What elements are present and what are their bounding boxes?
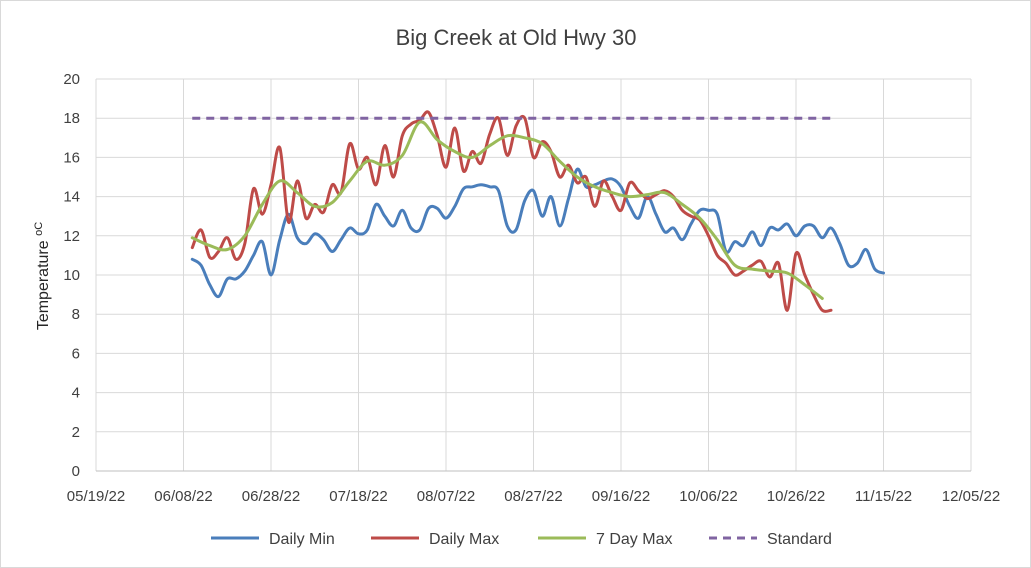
- legend-label-7-day-max: 7 Day Max: [596, 531, 672, 548]
- y-tick-label: 4: [72, 385, 80, 402]
- series-lines: [190, 110, 885, 313]
- legend-label-daily-max: Daily Max: [429, 531, 499, 548]
- gridlines: [95, 78, 972, 472]
- y-axis-label-text: Temperature: [35, 240, 52, 330]
- x-tick-label: 10/26/22: [767, 488, 825, 505]
- x-tick-label: 06/08/22: [154, 488, 212, 505]
- x-tick-label: 08/27/22: [504, 488, 562, 505]
- y-axis-unit: oC: [33, 222, 45, 236]
- chart-title: Big Creek at Old Hwy 30: [396, 25, 637, 50]
- x-tick-label: 07/18/22: [329, 488, 387, 505]
- y-tick-label: 20: [63, 71, 80, 88]
- y-tick-label: 8: [72, 306, 80, 323]
- series-line-daily-max: [190, 110, 833, 313]
- legend-label-daily-min: Daily Min: [269, 531, 335, 548]
- x-tick-label: 05/19/22: [67, 488, 125, 505]
- y-tick-label: 12: [63, 228, 80, 245]
- y-tick-label: 2: [72, 424, 80, 441]
- x-tick-label: 09/16/22: [592, 488, 650, 505]
- x-tick-label: 11/15/22: [855, 488, 912, 505]
- series-line-daily-min: [190, 167, 885, 299]
- axes: 0 2 4 6 8 10 12 14 16 18 20 05/19/22 06/08/22 06/28/2…: [63, 71, 1000, 505]
- y-tick-label: 10: [63, 267, 80, 284]
- series-line-7-day-max: [190, 120, 824, 300]
- y-axis-label: Temperature oC: [33, 222, 52, 330]
- x-tick-label: 08/07/22: [417, 488, 475, 505]
- legend-label-standard: Standard: [767, 531, 832, 548]
- legend: Daily Min Daily Max 7 Day Max Standard: [211, 531, 832, 548]
- y-tick-label: 18: [63, 110, 80, 127]
- y-tick-label: 14: [63, 189, 80, 206]
- x-tick-label: 10/06/22: [679, 488, 737, 505]
- y-tick-label: 6: [72, 345, 80, 362]
- x-tick-label: 06/28/22: [242, 488, 300, 505]
- x-tick-label: 12/05/22: [942, 488, 1000, 505]
- y-tick-label: 16: [63, 149, 80, 166]
- y-tick-label: 0: [72, 463, 80, 480]
